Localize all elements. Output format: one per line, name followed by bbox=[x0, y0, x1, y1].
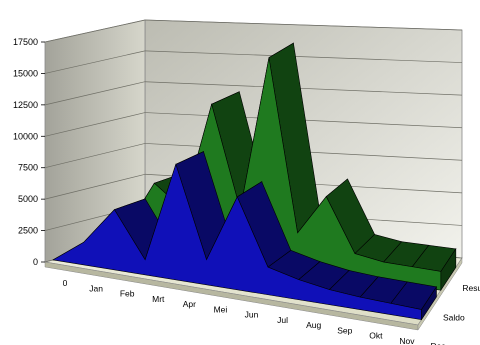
x-tick-label: Jun bbox=[245, 310, 259, 320]
series-depth-label: Resultaat bbox=[462, 283, 480, 293]
y-tick-label: 5000 bbox=[18, 194, 38, 204]
series-depth-labels: Saldo Resultaat bbox=[443, 283, 480, 322]
gridline bbox=[144, 19, 463, 31]
gridline bbox=[44, 19, 146, 43]
x-tick-label: Mei bbox=[214, 304, 228, 314]
x-tick-label: Aug bbox=[306, 320, 321, 330]
x-tick-label: Apr bbox=[183, 299, 196, 309]
x-tick-label: Jan bbox=[89, 283, 103, 293]
ribbon-end-cap bbox=[421, 285, 437, 321]
y-tick-label: 0 bbox=[33, 257, 38, 267]
gridline bbox=[44, 112, 146, 137]
x-tick-label: 0 bbox=[63, 278, 68, 288]
x-tick-label: Sep bbox=[337, 325, 352, 335]
y-tick-label: 7500 bbox=[18, 163, 38, 173]
x-tick-label: Jul bbox=[277, 315, 288, 325]
gridline bbox=[44, 81, 146, 106]
y-tick-label: 17500 bbox=[13, 37, 38, 47]
x-tick-label: Nov bbox=[399, 336, 415, 345]
x-axis-labels: 0 Jan Feb Mrt Apr Mei Jun Jul Aug Sep Okt Nov Dec bbox=[63, 278, 447, 345]
y-tick-label: 12500 bbox=[13, 100, 38, 110]
series-saldo bbox=[52, 151, 437, 321]
ribbon-front-face bbox=[52, 163, 422, 320]
ribbon-end-cap bbox=[440, 247, 457, 292]
x-tick-label: Mrt bbox=[152, 294, 165, 304]
gridline bbox=[144, 81, 463, 96]
x-tick-label: Dec bbox=[430, 341, 446, 345]
y-tick-label: 10000 bbox=[13, 131, 38, 141]
series-depth-label: Saldo bbox=[443, 312, 465, 322]
x-tick-label: Feb bbox=[120, 289, 135, 299]
gridline bbox=[44, 50, 146, 74]
series-ribbons bbox=[52, 42, 457, 321]
gridline bbox=[44, 143, 146, 169]
gridline bbox=[44, 173, 146, 200]
y-axis-ticks: 0 2500 5000 7500 10000 12500 15000 17500 bbox=[13, 37, 45, 267]
y-tick-label: 2500 bbox=[18, 226, 38, 236]
gridline bbox=[144, 50, 463, 63]
y-tick-label: 15000 bbox=[13, 68, 38, 78]
x-tick-label: Okt bbox=[369, 331, 383, 341]
